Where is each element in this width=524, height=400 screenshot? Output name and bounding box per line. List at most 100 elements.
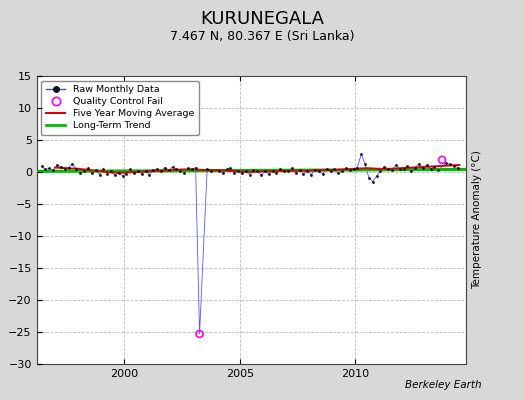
Point — [91, 167, 100, 173]
Point — [319, 171, 327, 177]
Point — [450, 162, 458, 169]
Point — [103, 171, 111, 177]
Point — [219, 170, 227, 176]
Point — [276, 166, 285, 173]
Point — [237, 170, 246, 176]
Point — [357, 151, 365, 157]
Point — [57, 164, 65, 170]
Point — [130, 170, 138, 176]
Point — [84, 165, 92, 171]
Point — [230, 170, 238, 176]
Point — [157, 168, 165, 174]
Point — [361, 161, 369, 168]
Point — [438, 157, 446, 163]
Point — [41, 166, 50, 173]
Point — [141, 168, 150, 174]
Point — [107, 168, 115, 174]
Y-axis label: Temperature Anomaly (°C): Temperature Anomaly (°C) — [472, 150, 482, 290]
Point — [292, 170, 300, 176]
Text: Berkeley Earth: Berkeley Earth — [406, 380, 482, 390]
Point — [122, 171, 130, 177]
Point — [64, 164, 73, 171]
Point — [172, 166, 181, 173]
Point — [338, 168, 346, 174]
Point — [111, 172, 119, 178]
Point — [334, 170, 342, 176]
Point — [176, 168, 184, 174]
Point — [422, 162, 431, 168]
Point — [61, 166, 69, 172]
Point — [399, 166, 408, 173]
Point — [115, 170, 123, 176]
Point — [322, 166, 331, 172]
Legend: Raw Monthly Data, Quality Control Fail, Five Year Moving Average, Long-Term Tren: Raw Monthly Data, Quality Control Fail, … — [41, 81, 199, 135]
Text: KURUNEGALA: KURUNEGALA — [200, 10, 324, 28]
Point — [261, 168, 269, 174]
Point — [226, 165, 234, 171]
Point — [253, 168, 261, 174]
Point — [430, 164, 439, 170]
Point — [153, 166, 161, 172]
Point — [222, 166, 231, 173]
Point — [380, 164, 388, 170]
Point — [95, 171, 104, 178]
Point — [180, 170, 188, 176]
Point — [265, 171, 273, 177]
Point — [88, 170, 96, 176]
Point — [407, 168, 416, 174]
Point — [342, 165, 350, 171]
Point — [138, 171, 146, 177]
Point — [284, 168, 292, 174]
Point — [76, 170, 84, 176]
Point — [415, 160, 423, 167]
Point — [384, 166, 392, 172]
Point — [118, 173, 127, 179]
Point — [326, 168, 335, 174]
Point — [269, 168, 277, 174]
Point — [315, 168, 323, 174]
Point — [403, 163, 412, 170]
Point — [134, 168, 142, 174]
Point — [445, 161, 454, 168]
Point — [345, 167, 354, 173]
Point — [245, 171, 254, 178]
Point — [396, 166, 404, 172]
Point — [242, 168, 250, 174]
Point — [392, 162, 400, 168]
Point — [165, 167, 173, 173]
Point — [368, 178, 377, 185]
Point — [49, 167, 58, 173]
Point — [38, 163, 46, 170]
Point — [45, 165, 53, 171]
Point — [434, 167, 442, 173]
Point — [149, 167, 158, 173]
Point — [188, 166, 196, 173]
Point — [311, 167, 319, 173]
Point — [80, 168, 88, 174]
Point — [388, 167, 396, 173]
Point — [168, 164, 177, 170]
Point — [288, 165, 296, 171]
Point — [184, 165, 192, 171]
Point — [373, 173, 381, 179]
Point — [280, 168, 289, 174]
Point — [126, 166, 135, 173]
Point — [411, 164, 419, 171]
Point — [453, 164, 462, 171]
Point — [145, 171, 154, 178]
Point — [427, 166, 435, 172]
Point — [442, 160, 450, 166]
Point — [303, 168, 312, 174]
Point — [307, 171, 315, 178]
Point — [365, 174, 373, 181]
Point — [214, 168, 223, 174]
Point — [203, 166, 211, 172]
Point — [249, 167, 258, 173]
Point — [350, 166, 358, 172]
Point — [296, 167, 304, 173]
Point — [53, 162, 61, 168]
Point — [272, 170, 281, 176]
Point — [68, 160, 77, 167]
Point — [353, 164, 362, 171]
Point — [257, 172, 266, 178]
